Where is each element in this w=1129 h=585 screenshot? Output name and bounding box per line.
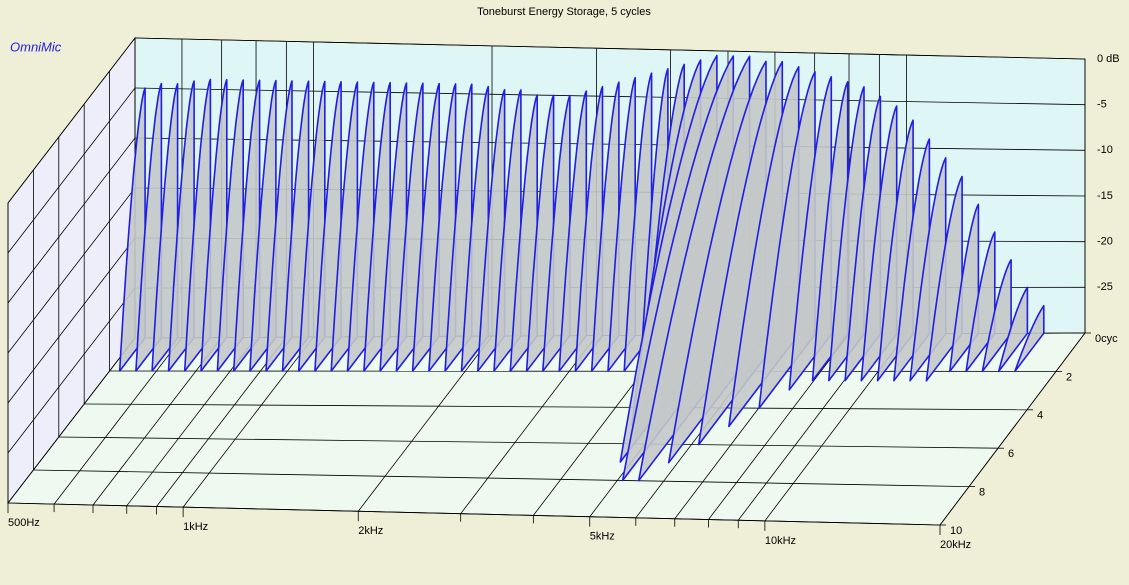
grid-line: [7, 187, 136, 354]
y-tick-label: 10: [950, 525, 962, 537]
decay-ridge: [395, 82, 424, 372]
y-tick-label: 6: [1008, 448, 1014, 460]
grid-line: [357, 335, 493, 512]
decay-ridge: [135, 82, 163, 372]
grid-line: [33, 469, 970, 487]
z-tick-label: -5: [1097, 99, 1107, 111]
grid-line: [134, 87, 1086, 106]
grid-line: [939, 332, 1086, 526]
grid-line: [7, 502, 941, 526]
decay-ridge: [925, 175, 963, 382]
decay-ridge: [363, 81, 392, 372]
grid-line: [460, 335, 597, 514]
z-tick-label: -10: [1097, 144, 1113, 156]
y-tick-label: 0cyc: [1095, 333, 1118, 345]
grid-line: [53, 337, 183, 505]
decay-ridge: [346, 81, 375, 372]
decay-ridge: [297, 80, 326, 372]
y-tick-label: 2: [1066, 371, 1072, 383]
grid-line: [7, 87, 136, 254]
z-tick-label: -20: [1097, 236, 1113, 248]
decay-ridge: [151, 83, 179, 372]
grid-line: [156, 336, 287, 507]
decay-ridge: [232, 79, 261, 372]
z-tick-label: 0 dB: [1097, 53, 1120, 65]
decay-ridge: [330, 81, 359, 372]
decay-ridge: [167, 80, 195, 372]
decay-ridge: [444, 83, 473, 372]
decay-ridge: [379, 82, 408, 372]
decay-ridge: [183, 78, 212, 372]
x-tick-label: 5kHz: [590, 531, 615, 543]
grid-line: [182, 336, 314, 508]
grid-line: [7, 337, 136, 504]
decay-ridge: [249, 79, 277, 372]
x-tick-label: 500Hz: [8, 517, 40, 529]
decay-ridge: [411, 82, 441, 372]
decay-ridge: [965, 231, 996, 373]
y-tick-label: 4: [1037, 410, 1043, 422]
grid-line: [92, 337, 222, 506]
grid-line: [7, 237, 136, 404]
grid-line: [7, 287, 136, 454]
grid-line: [7, 37, 136, 204]
x-tick-label: 20kHz: [940, 539, 971, 551]
decay-ridge: [981, 258, 1012, 373]
decay-ridge: [997, 286, 1029, 373]
chart-title: Toneburst Energy Storage, 5 cycles: [477, 6, 651, 18]
decay-ridge: [265, 80, 293, 372]
y-tick-label: 8: [979, 487, 985, 499]
grid-line: [84, 403, 1028, 411]
decay-ridge: [621, 55, 735, 482]
x-tick-label: 2kHz: [358, 525, 383, 537]
watermark: OmniMic: [10, 39, 62, 54]
x-tick-label: 1kHz: [183, 521, 208, 533]
decay-ridge: [216, 79, 244, 372]
decay-ridge: [637, 55, 751, 482]
grid-line: [7, 137, 136, 304]
decay-ridge: [118, 87, 146, 372]
decay-ridge: [200, 78, 228, 372]
decay-ridge: [314, 81, 342, 372]
decay-ridge: [948, 203, 980, 373]
x-tick-label: 10kHz: [765, 535, 796, 547]
decay-ridge: [1014, 304, 1045, 373]
z-tick-label: -25: [1097, 281, 1113, 293]
grid-line: [58, 436, 999, 449]
grid-line: [134, 37, 1086, 60]
decay-ridge: [281, 80, 310, 372]
decay-ridge: [428, 83, 457, 372]
grid-line: [708, 334, 850, 520]
decay-ridge: [493, 89, 522, 373]
z-tick-label: -15: [1097, 190, 1113, 202]
decay-ridge: [460, 85, 490, 372]
